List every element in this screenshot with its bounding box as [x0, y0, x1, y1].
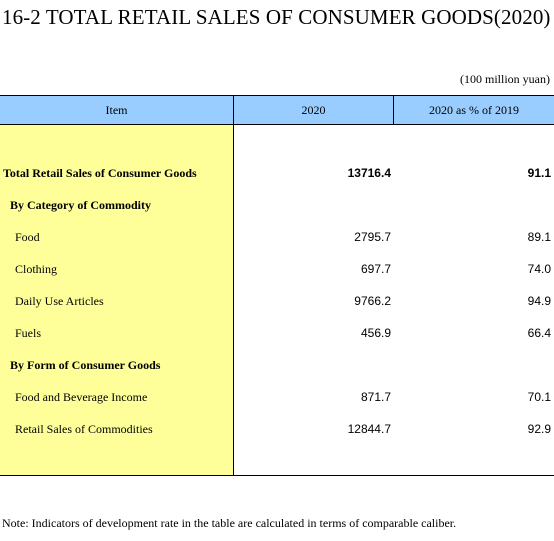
page-title: 16-2 TOTAL RETAIL SALES OF CONSUMER GOOD…	[2, 5, 551, 29]
value-percent: 91.1	[527, 166, 551, 180]
value-percent: 92.9	[527, 422, 551, 436]
value-percent: 70.1	[527, 390, 551, 404]
item-column-background	[0, 125, 234, 475]
value-percent: 66.4	[527, 326, 551, 340]
table-row[interactable]: Food 2795.7 89.1	[0, 226, 554, 248]
unit-label: (100 million yuan)	[460, 72, 550, 86]
column-header-percent[interactable]: 2020 as % of 2019	[394, 96, 554, 124]
data-table: Item 2020 2020 as % of 2019 Total Retail…	[0, 95, 554, 477]
table-row[interactable]: By Form of Consumer Goods	[0, 354, 554, 376]
table-top-rule	[0, 95, 554, 96]
table-row[interactable]: Fuels 456.9 66.4	[0, 322, 554, 344]
value-2020: 456.9	[360, 326, 391, 340]
value-2020: 9766.2	[354, 294, 391, 308]
row-label: Daily Use Articles	[15, 294, 104, 308]
value-2020: 2795.7	[354, 230, 391, 244]
row-label: Total Retail Sales of Consumer Goods	[3, 166, 197, 180]
value-percent: 74.0	[527, 262, 551, 276]
column-header-2020[interactable]: 2020	[234, 96, 394, 124]
value-2020: 12844.7	[347, 422, 391, 436]
row-label: By Category of Commodity	[10, 198, 151, 212]
value-2020: 13716.4	[347, 166, 391, 180]
table-row[interactable]: Food and Beverage Income 871.7 70.1	[0, 386, 554, 408]
table-row[interactable]: Daily Use Articles 9766.2 94.9	[0, 290, 554, 312]
value-2020: 697.7	[360, 262, 391, 276]
row-label: Clothing	[15, 262, 58, 276]
row-label: Fuels	[15, 326, 42, 340]
table-row[interactable]: Retail Sales of Commodities 12844.7 92.9	[0, 418, 554, 440]
row-label: Food	[15, 230, 40, 244]
row-label: Retail Sales of Commodities	[15, 422, 153, 436]
table-row[interactable]: Clothing 697.7 74.0	[0, 258, 554, 280]
table-row[interactable]: Total Retail Sales of Consumer Goods 137…	[0, 162, 554, 184]
header-bottom-rule	[0, 124, 554, 125]
footnote: Note: Indicators of development rate in …	[2, 516, 457, 530]
row-label: Food and Beverage Income	[15, 390, 148, 404]
table-row[interactable]: By Category of Commodity	[0, 194, 554, 216]
value-2020: 871.7	[360, 390, 391, 404]
column-header-item[interactable]: Item	[0, 96, 234, 124]
row-label: By Form of Consumer Goods	[10, 358, 161, 372]
value-percent: 89.1	[527, 230, 551, 244]
value-percent: 94.9	[527, 294, 551, 308]
table-bottom-rule	[0, 475, 554, 476]
